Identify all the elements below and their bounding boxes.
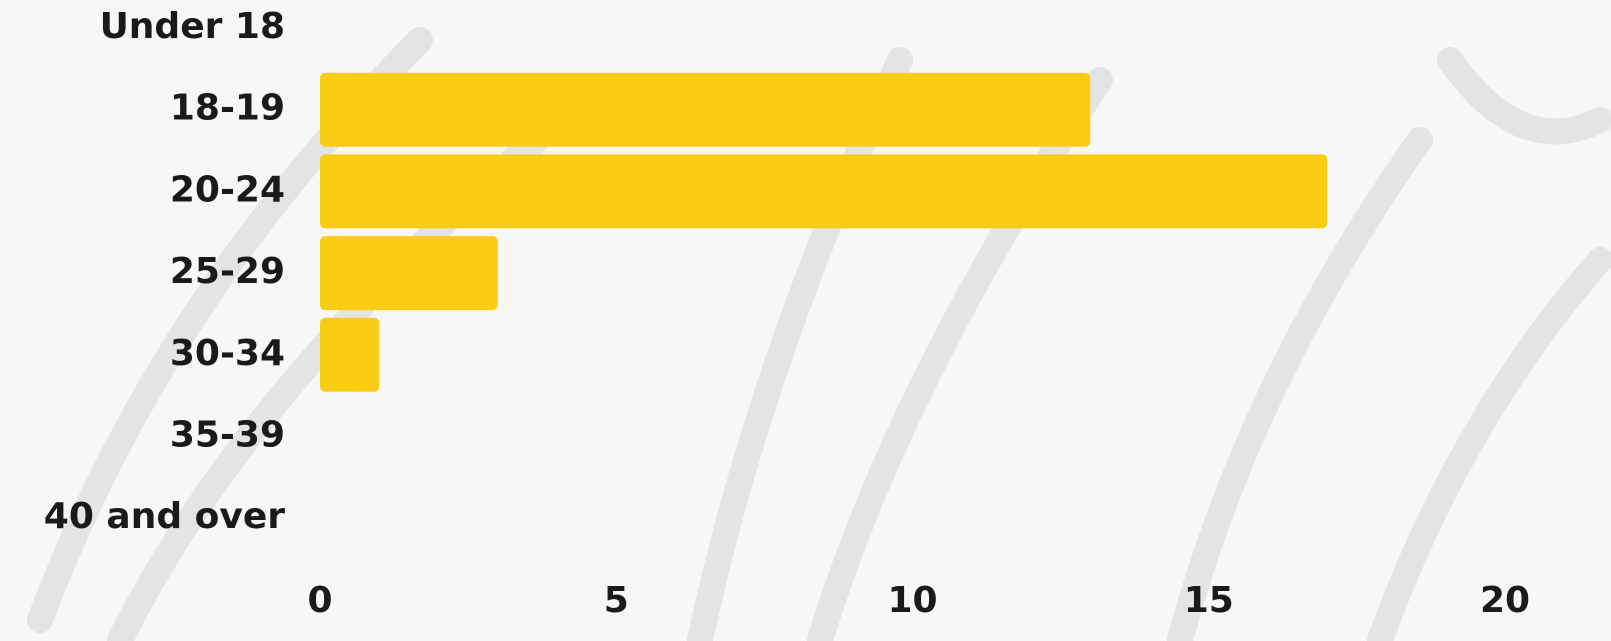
y-tick-label: 40 and over <box>44 496 285 537</box>
bar <box>320 317 380 392</box>
y-tick-label: 25-29 <box>170 251 285 292</box>
y-tick-label: 18-19 <box>170 88 285 129</box>
x-tick-label: 20 <box>1480 580 1530 621</box>
y-tick-label: 35-39 <box>170 415 285 456</box>
plot-area: 0 5 10 15 20 Under 18 18-19 20-24 25-29 30-34 35-3… <box>44 6 1530 621</box>
x-tick-label: 10 <box>887 580 937 621</box>
bar <box>320 236 498 311</box>
y-tick-label: 30-34 <box>170 333 285 374</box>
background-decoration <box>27 27 1611 641</box>
bar <box>320 72 1091 147</box>
x-tick-label: 0 <box>307 580 332 621</box>
y-tick-label: 20-24 <box>170 169 285 210</box>
x-tick-label: 5 <box>604 580 629 621</box>
x-tick-label: 15 <box>1184 580 1234 621</box>
bar <box>320 154 1328 229</box>
y-tick-label: Under 18 <box>100 6 285 47</box>
